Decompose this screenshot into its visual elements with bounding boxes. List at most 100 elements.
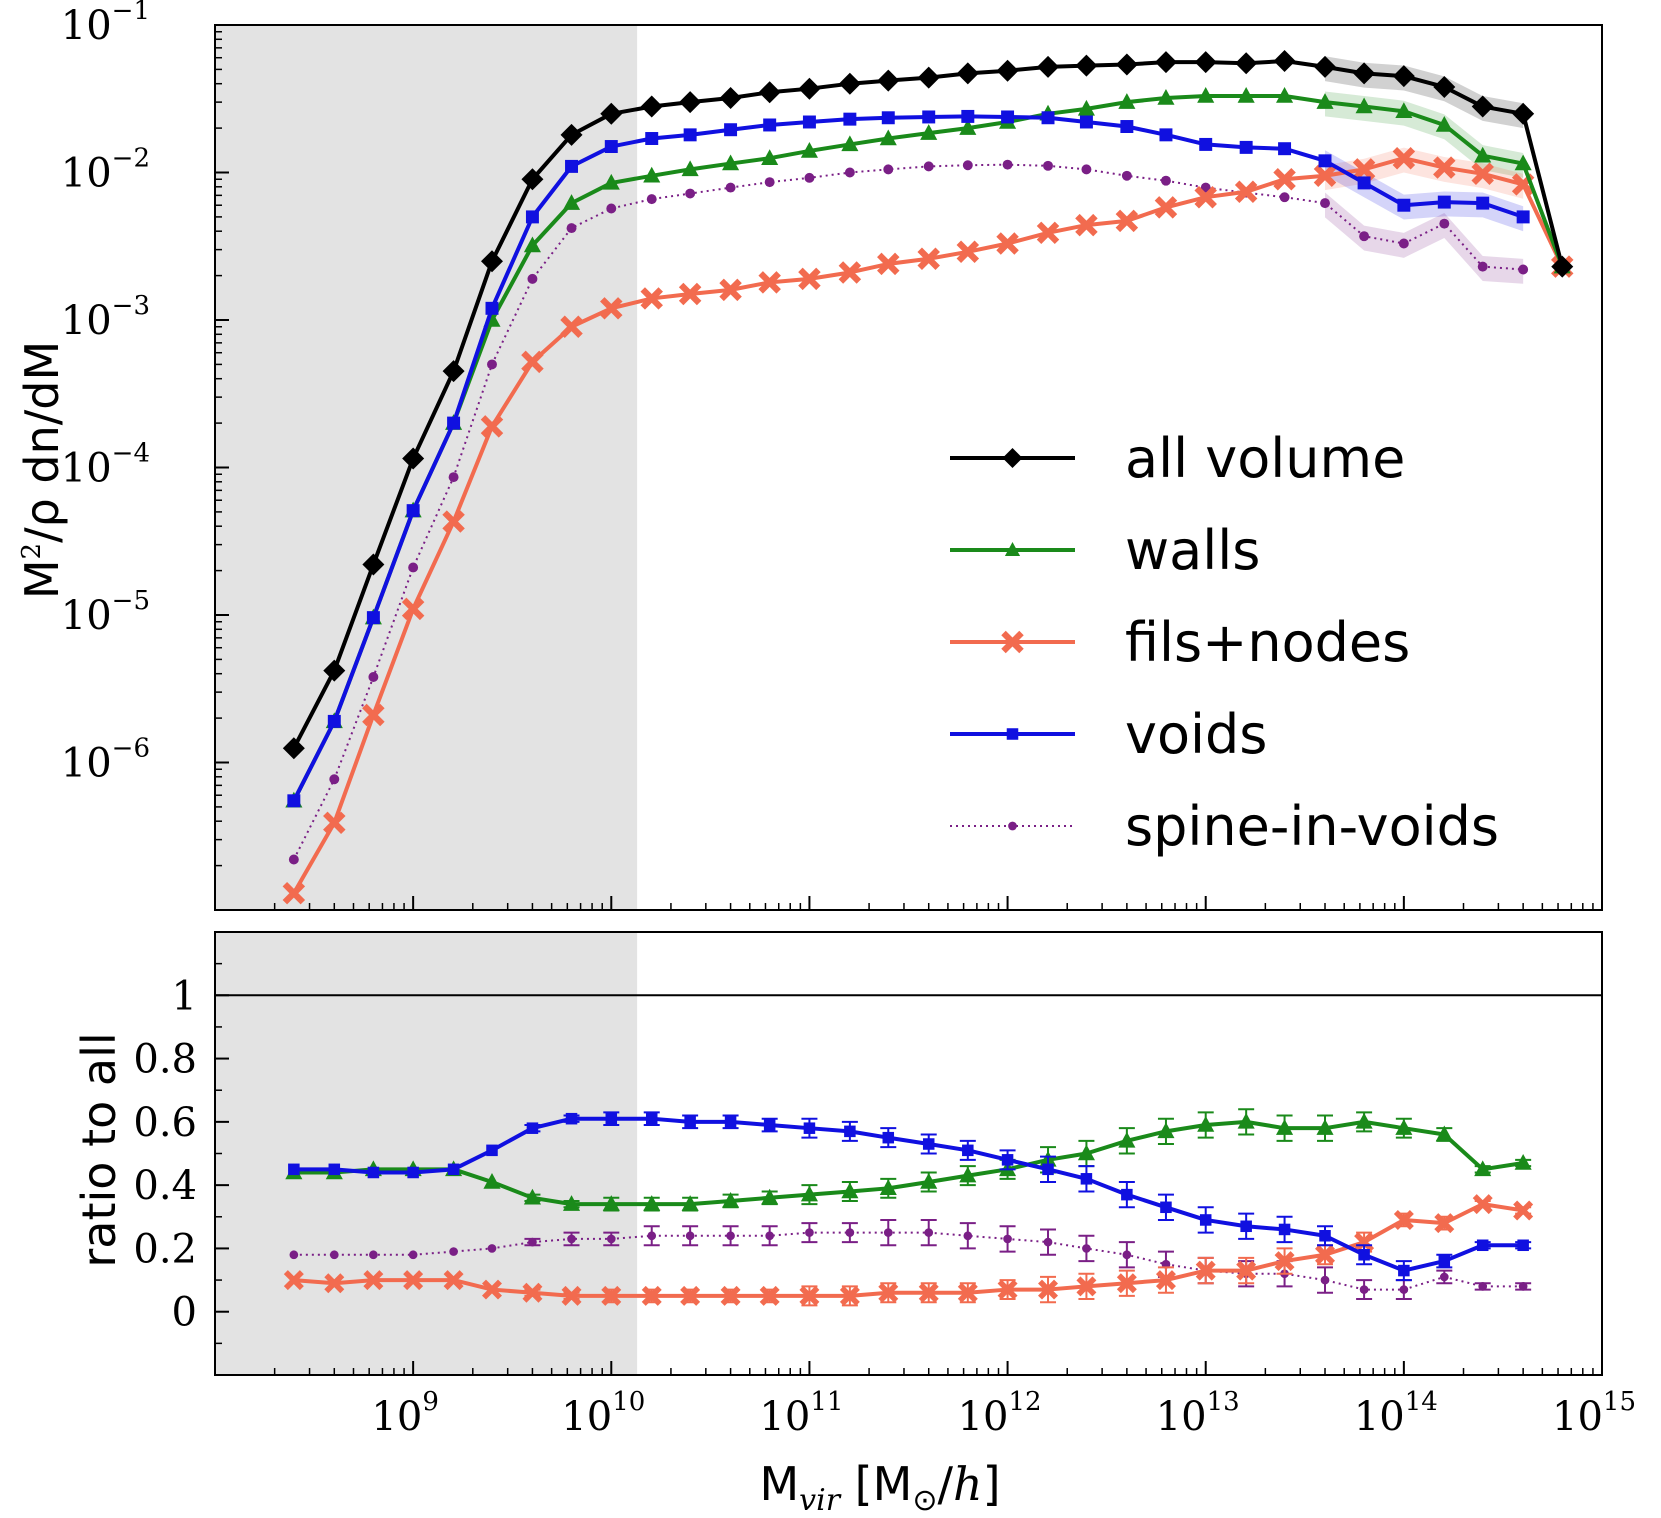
top-point-fils-nodes [362,703,385,727]
bottom-point-fils-nodes [1038,1279,1059,1300]
top-point-voids [763,118,777,132]
legend-label-spine-in-voids: spine-in-voids [1125,795,1499,858]
bottom-y-tick-label: 0.6 [133,1100,197,1146]
top-point-fils-nodes [1433,156,1456,179]
bottom-point-walls [1077,1144,1095,1161]
top-point-all-volume [877,69,900,92]
bottom-y-tick-label: 0.8 [133,1037,197,1083]
bottom-point-fils-nodes [1393,1209,1414,1230]
bottom-point-walls [1435,1125,1453,1142]
bottom-point-voids [844,1125,856,1138]
top-point-voids [565,159,579,173]
bottom-point-spine-in-voids [487,1244,497,1253]
bottom-point-fils-nodes [720,1285,741,1306]
top-point-spine-in-voids [764,177,775,188]
x-tick-label: 1013 [1156,1387,1240,1440]
bottom-point-spine-in-voids [845,1228,855,1237]
top-point-walls [523,236,541,253]
x-tick-label: 1012 [958,1387,1042,1440]
top-point-fils-nodes [917,247,940,271]
bottom-line-spine-in-voids [293,1231,1524,1291]
top-point-walls [1474,146,1492,163]
bottom-point-fils-nodes [363,1270,384,1291]
top-point-spine-in-voids [1320,198,1330,209]
top-point-all-volume [1037,55,1060,78]
top-point-spine-in-voids [1200,182,1211,193]
top-y-tick-label: 10−2 [61,144,150,197]
top-point-spine-in-voids [1081,164,1092,175]
bottom-point-voids [447,1163,460,1176]
top-y-tick-exponent: −2 [112,144,150,174]
bottom-point-walls [1157,1122,1175,1139]
top-shaded-region [215,25,638,910]
bottom-point-voids [1001,1154,1014,1166]
bottom-point-voids [328,1163,341,1176]
top-point-walls [1395,102,1413,119]
top-point-spine-in-voids [1518,264,1529,275]
top-point-walls [1316,93,1334,109]
top-point-fils-nodes [1234,180,1258,204]
bottom-point-spine-in-voids [647,1231,657,1241]
bottom-point-spine-in-voids [1399,1285,1409,1294]
bottom-point-spine-in-voids [685,1231,695,1241]
legend-marker-walls [1004,542,1021,556]
bottom-point-fils-nodes [1513,1200,1534,1221]
top-point-spine-in-voids [1121,170,1132,181]
bottom-point-voids [922,1138,935,1150]
top-point-all-volume [838,72,861,95]
bottom-point-voids [486,1144,498,1157]
bottom-point-spine-in-voids [963,1231,973,1241]
bottom-point-spine-in-voids [289,1250,299,1260]
bottom-point-fils-nodes [918,1282,939,1303]
top-point-voids [287,794,301,808]
legend-label-voids: voids [1125,703,1267,766]
top-point-spine-in-voids [962,160,973,171]
bottom-y-tick-label: 0.4 [133,1163,197,1209]
top-point-spine-in-voids [923,161,934,172]
top-point-fils-nodes [956,240,980,264]
top-point-all-volume [1314,55,1337,78]
bottom-point-fils-nodes [680,1285,701,1306]
top-point-fils-nodes [1313,164,1337,188]
top-y-tick-exponent: −5 [112,586,150,616]
bottom-point-fils-nodes [1236,1260,1257,1281]
top-point-fils-nodes [480,415,504,438]
bottom-point-voids [962,1144,974,1157]
bottom-point-spine-in-voids [1122,1250,1132,1260]
top-band-voids [1325,150,1524,232]
top-point-walls [681,160,699,177]
top-band-walls [1325,91,1524,178]
legend-marker-all-volume [1002,448,1023,468]
bottom-point-fils-nodes [641,1285,662,1306]
bottom-point-walls [562,1195,581,1211]
top-point-walls [1157,88,1175,105]
x-tick-exponent: 14 [1405,1387,1438,1417]
top-point-voids [406,504,420,518]
top-point-walls [1237,87,1255,103]
bottom-point-fils-nodes [1354,1232,1375,1253]
bottom-point-walls [483,1172,501,1189]
top-point-voids [1199,137,1213,151]
bottom-point-fils-nodes [324,1273,345,1294]
top-y-tick-label: 10−1 [61,0,150,49]
top-point-all-volume [1075,54,1098,77]
top-point-spine-in-voids [1279,192,1290,203]
top-point-all-volume [956,62,979,85]
top-point-walls [800,141,818,158]
bottom-point-spine-in-voids [1082,1244,1091,1253]
legend-marker-fils-nodes [1001,630,1024,654]
top-point-voids [485,301,499,315]
bottom-point-voids [1358,1248,1370,1261]
top-point-fils-nodes [640,287,663,310]
bottom-line-walls [293,1119,1524,1207]
top-point-all-volume [1471,95,1494,118]
bottom-point-spine-in-voids [726,1231,735,1241]
bottom-point-walls [643,1195,661,1211]
legend-label-fils-nodes: fils+nodes [1125,611,1410,674]
top-point-fils-nodes [1194,185,1217,209]
bottom-point-fils-nodes [561,1285,582,1306]
bottom-point-voids [882,1131,895,1144]
top-point-voids [1079,115,1093,129]
top-point-fils-nodes [600,297,623,320]
